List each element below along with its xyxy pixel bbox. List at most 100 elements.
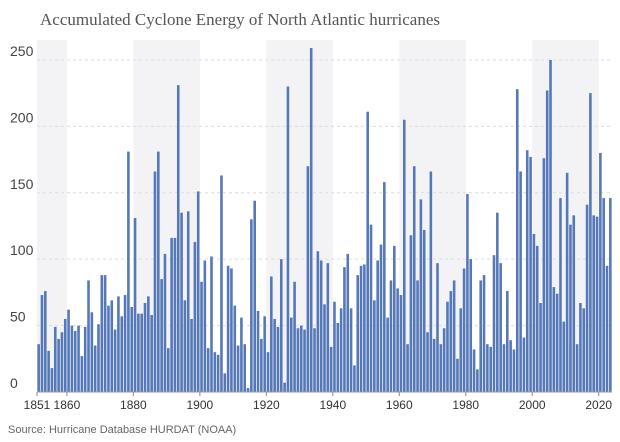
bar: [289, 317, 293, 392]
bar: [113, 329, 117, 392]
bar: [519, 171, 522, 392]
bar: [369, 224, 373, 392]
bar: [569, 224, 572, 392]
bar: [353, 365, 356, 392]
bar: [559, 198, 562, 392]
bar: [87, 280, 90, 392]
bar: [555, 293, 559, 392]
bar: [137, 313, 140, 392]
bar: [57, 338, 60, 392]
bar: [512, 349, 516, 392]
bar: [379, 244, 383, 392]
bar: [246, 388, 250, 392]
bar: [509, 340, 512, 392]
bar: [319, 260, 323, 392]
bar: [276, 326, 280, 392]
bar: [506, 291, 509, 392]
bar: [589, 93, 592, 392]
bar: [476, 369, 479, 392]
bar: [163, 253, 167, 392]
bar: [456, 358, 459, 392]
y-tick-label: 50: [10, 309, 26, 325]
bar: [532, 233, 536, 392]
bar: [147, 296, 150, 392]
y-tick-label: 250: [10, 43, 34, 59]
bar: [539, 303, 542, 392]
x-tick-label: 1960: [386, 398, 413, 412]
bar: [599, 152, 602, 392]
bar: [466, 194, 469, 392]
bar: [306, 166, 310, 392]
shaded-period: [133, 40, 200, 392]
bar: [186, 211, 190, 392]
bar: [535, 245, 539, 392]
x-tick-label: 2000: [519, 398, 546, 412]
bar: [502, 344, 506, 392]
x-tick-label: 1851: [24, 398, 51, 412]
bar: [107, 305, 110, 392]
bar: [376, 260, 379, 392]
bar: [70, 325, 74, 392]
bar: [449, 291, 453, 392]
bar: [143, 303, 147, 392]
bar: [210, 256, 213, 392]
bar: [529, 156, 532, 392]
bar: [120, 316, 124, 392]
bar: [60, 332, 64, 392]
bar: [279, 259, 283, 392]
bar: [416, 280, 419, 392]
bar: [123, 295, 127, 392]
bar: [50, 368, 54, 392]
bar: [393, 245, 396, 392]
bar: [429, 171, 433, 392]
bar: [103, 275, 107, 392]
bar: [605, 265, 609, 392]
bar: [63, 318, 67, 392]
bar: [426, 332, 429, 392]
y-tick-label: 150: [10, 176, 34, 192]
bar: [220, 175, 223, 392]
bar: [565, 172, 569, 392]
bar: [419, 199, 423, 392]
bar: [496, 212, 499, 392]
bar: [359, 265, 363, 392]
bar: [193, 241, 197, 392]
bar: [545, 90, 549, 393]
bar: [299, 325, 303, 392]
shaded-period: [399, 40, 466, 392]
bar: [266, 352, 270, 392]
bar: [549, 59, 552, 392]
x-tick-label: 1880: [120, 398, 147, 412]
bar: [263, 316, 266, 392]
bar: [176, 85, 180, 392]
bar: [609, 198, 612, 392]
bar: [53, 326, 57, 392]
bar: [216, 354, 220, 392]
bar: [396, 288, 399, 392]
bar: [349, 308, 353, 392]
bar: [469, 259, 473, 392]
bar: [160, 279, 163, 392]
bar: [253, 200, 256, 392]
bar: [303, 329, 306, 392]
bar: [100, 275, 104, 392]
bar: [77, 325, 80, 392]
bar: [326, 263, 330, 392]
bar: [260, 338, 263, 392]
bar: [157, 151, 160, 392]
bar: [183, 300, 187, 392]
bar: [226, 265, 230, 392]
bar: [233, 305, 237, 392]
x-tick-label: 1940: [319, 398, 346, 412]
bar: [313, 328, 316, 392]
y-tick-label: 200: [10, 109, 34, 125]
x-tick-label: 1980: [452, 398, 479, 412]
bar: [602, 198, 605, 392]
bar: [130, 306, 134, 392]
bar: [399, 295, 403, 392]
bar: [542, 158, 546, 392]
x-tick-label: 1900: [187, 398, 214, 412]
bar: [436, 263, 439, 392]
bar: [572, 215, 576, 392]
bar: [575, 344, 579, 392]
